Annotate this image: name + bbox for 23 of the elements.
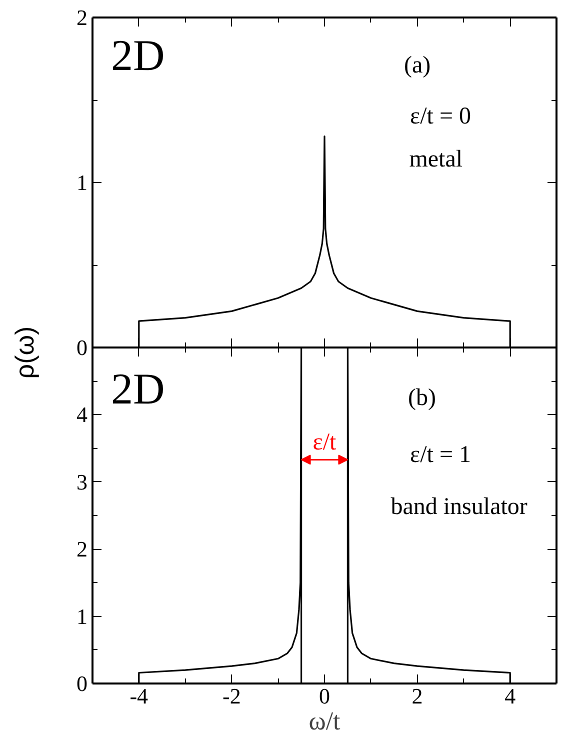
x-tick-label: 4: [504, 684, 516, 708]
x-tick-label: 0: [319, 684, 330, 708]
y-tick-label: 2: [76, 536, 88, 562]
x-tick-label: -2: [222, 684, 241, 708]
annotation: 2D: [111, 364, 165, 414]
annotation: ε/t: [312, 430, 337, 456]
y-tick-label: 1: [76, 170, 88, 195]
annotation: 2D: [111, 30, 165, 80]
annotation: ε/t = 0: [410, 104, 471, 130]
y-tick-label: 1: [76, 604, 88, 629]
x-axis-title: ω/t: [308, 706, 342, 736]
x-tick-label: 2: [412, 684, 423, 708]
annotation: (a): [404, 52, 431, 78]
y-tick-label: 4: [76, 402, 88, 428]
annotation: band insulator: [390, 494, 528, 520]
annotation: metal: [409, 146, 463, 172]
y-axis-title: ρ(ω): [10, 326, 40, 379]
annotation: ε/t = 1: [410, 442, 471, 468]
y-tick-label: 0: [76, 335, 88, 360]
x-tick-label: -4: [130, 684, 148, 708]
annotation: (b): [408, 384, 436, 411]
y-tick-label: 3: [76, 469, 88, 494]
y-tick-label: 2: [76, 5, 88, 30]
